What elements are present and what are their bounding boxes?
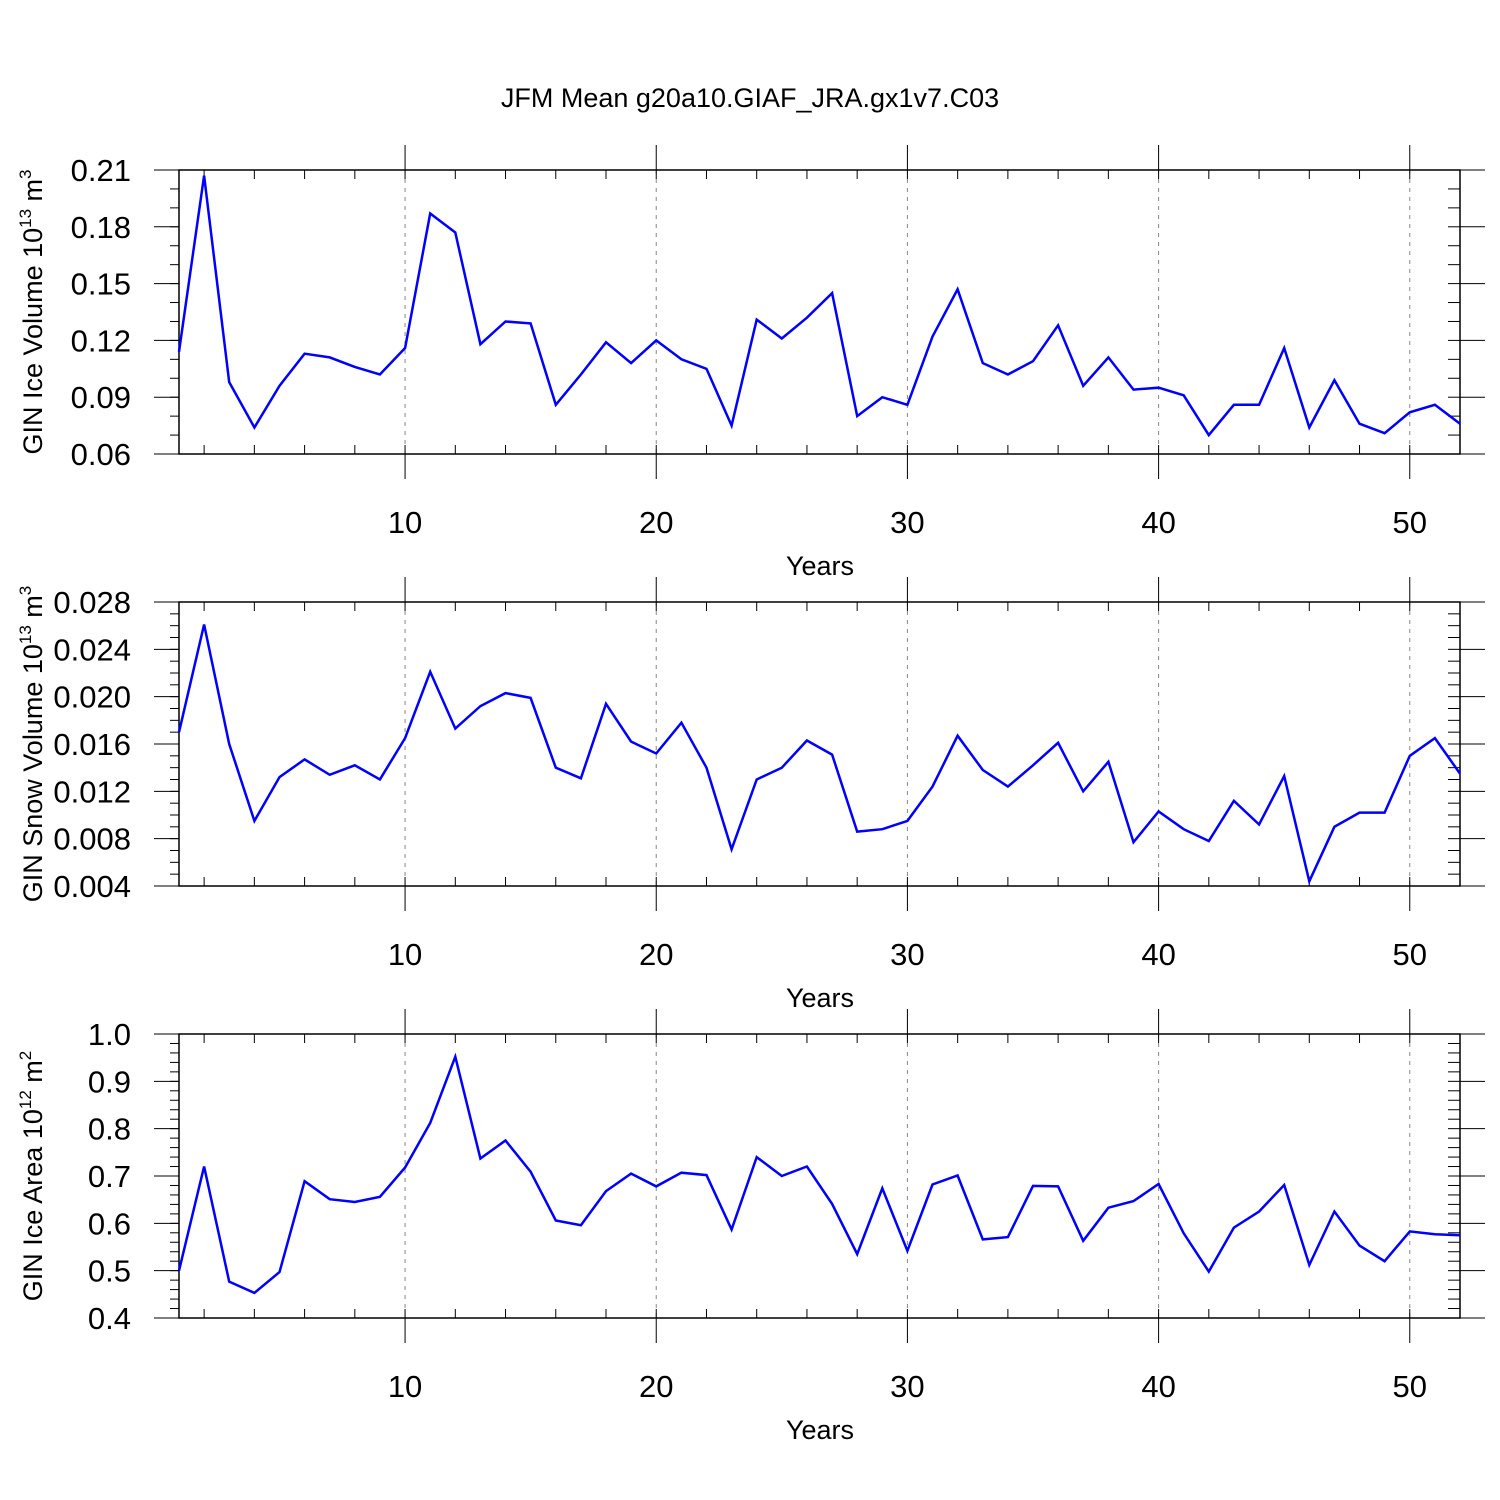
- x-tick-label: 50: [1393, 937, 1427, 972]
- y-tick-label: 0.18: [71, 210, 131, 245]
- x-tick-label: 20: [639, 505, 673, 540]
- y-tick-label: 0.020: [53, 680, 131, 715]
- series-line: [177, 175, 1461, 438]
- y-tick-label: 0.008: [53, 822, 131, 857]
- plot-frame: [178, 169, 1461, 455]
- plot-frame: [178, 601, 1461, 887]
- y-tick-label: 0.012: [53, 774, 131, 809]
- y-tick-label: 0.028: [53, 585, 131, 620]
- x-tick-label: 20: [639, 937, 673, 972]
- x-tick-label: 40: [1141, 937, 1175, 972]
- y-tick-label: 0.024: [53, 632, 131, 667]
- y-tick-label: 0.21: [71, 153, 131, 188]
- chart-title: JFM Mean g20a10.GIAF_JRA.gx1v7.C03: [501, 83, 999, 113]
- y-tick-label: 0.12: [71, 323, 131, 358]
- panel-3: 10 20 30 40 50 0.4 0.5 0.6 0.7 0.8 0.9 1.0 Years GIN …: [16, 1009, 1485, 1445]
- y-axis-label: GIN Ice Area 1012 m2: [16, 1051, 48, 1302]
- y-tick-label: 0.7: [88, 1159, 131, 1194]
- y-tick-label: 0.016: [53, 727, 131, 762]
- y-tick-label: 0.004: [53, 869, 131, 904]
- y-tick-label: 0.06: [71, 437, 131, 472]
- x-tick-label: 20: [639, 1369, 673, 1404]
- series-line: [177, 624, 1462, 886]
- y-tick-label: 1.0: [88, 1017, 131, 1052]
- x-axis-label: Years: [786, 1415, 854, 1445]
- y-tick-label: 0.09: [71, 380, 131, 415]
- y-axis-label: GIN Ice Volume 1013 m3: [16, 169, 48, 454]
- y-tick-label: 0.8: [88, 1112, 131, 1147]
- y-axis-label: GIN Snow Volume 1013 m3: [16, 586, 48, 903]
- x-tick-label: 50: [1393, 1369, 1427, 1404]
- y-tick-label: 0.9: [88, 1064, 131, 1099]
- y-tick-label: 0.4: [88, 1301, 131, 1336]
- y-tick-label: 0.6: [88, 1206, 131, 1241]
- x-tick-label: 30: [890, 505, 924, 540]
- panel-2: 10 20 30 40 50 0.004 0.008 0.012 0.016 0.020 0.024…: [16, 577, 1485, 1013]
- x-tick-label: 10: [388, 1369, 422, 1404]
- x-tick-label: 40: [1141, 505, 1175, 540]
- panel-1: 10 20 30 40 50 0.06 0.09 0.12 0.15 0.18 0.21 Years G…: [16, 145, 1485, 581]
- x-tick-label: 30: [890, 1369, 924, 1404]
- y-tick-label: 0.5: [88, 1254, 131, 1289]
- plot-frame: [178, 1033, 1461, 1319]
- x-tick-label: 10: [388, 937, 422, 972]
- x-axis-label: Years: [786, 983, 854, 1013]
- x-tick-label: 30: [890, 937, 924, 972]
- x-tick-label: 10: [388, 505, 422, 540]
- x-tick-label: 40: [1141, 1369, 1175, 1404]
- x-axis-label: Years: [786, 551, 854, 581]
- x-tick-label: 50: [1393, 505, 1427, 540]
- series-line: [177, 1052, 1461, 1295]
- y-tick-label: 0.15: [71, 267, 131, 302]
